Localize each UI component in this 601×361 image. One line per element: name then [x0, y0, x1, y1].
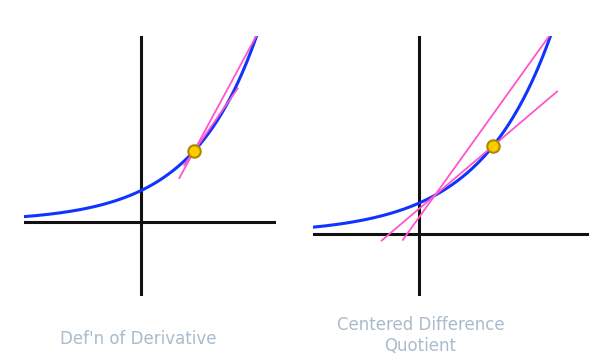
Text: Def'n of Derivative: Def'n of Derivative: [60, 330, 216, 348]
Text: Centered Difference
Quotient: Centered Difference Quotient: [337, 316, 504, 355]
Point: [489, 143, 498, 149]
Point: [189, 148, 199, 154]
